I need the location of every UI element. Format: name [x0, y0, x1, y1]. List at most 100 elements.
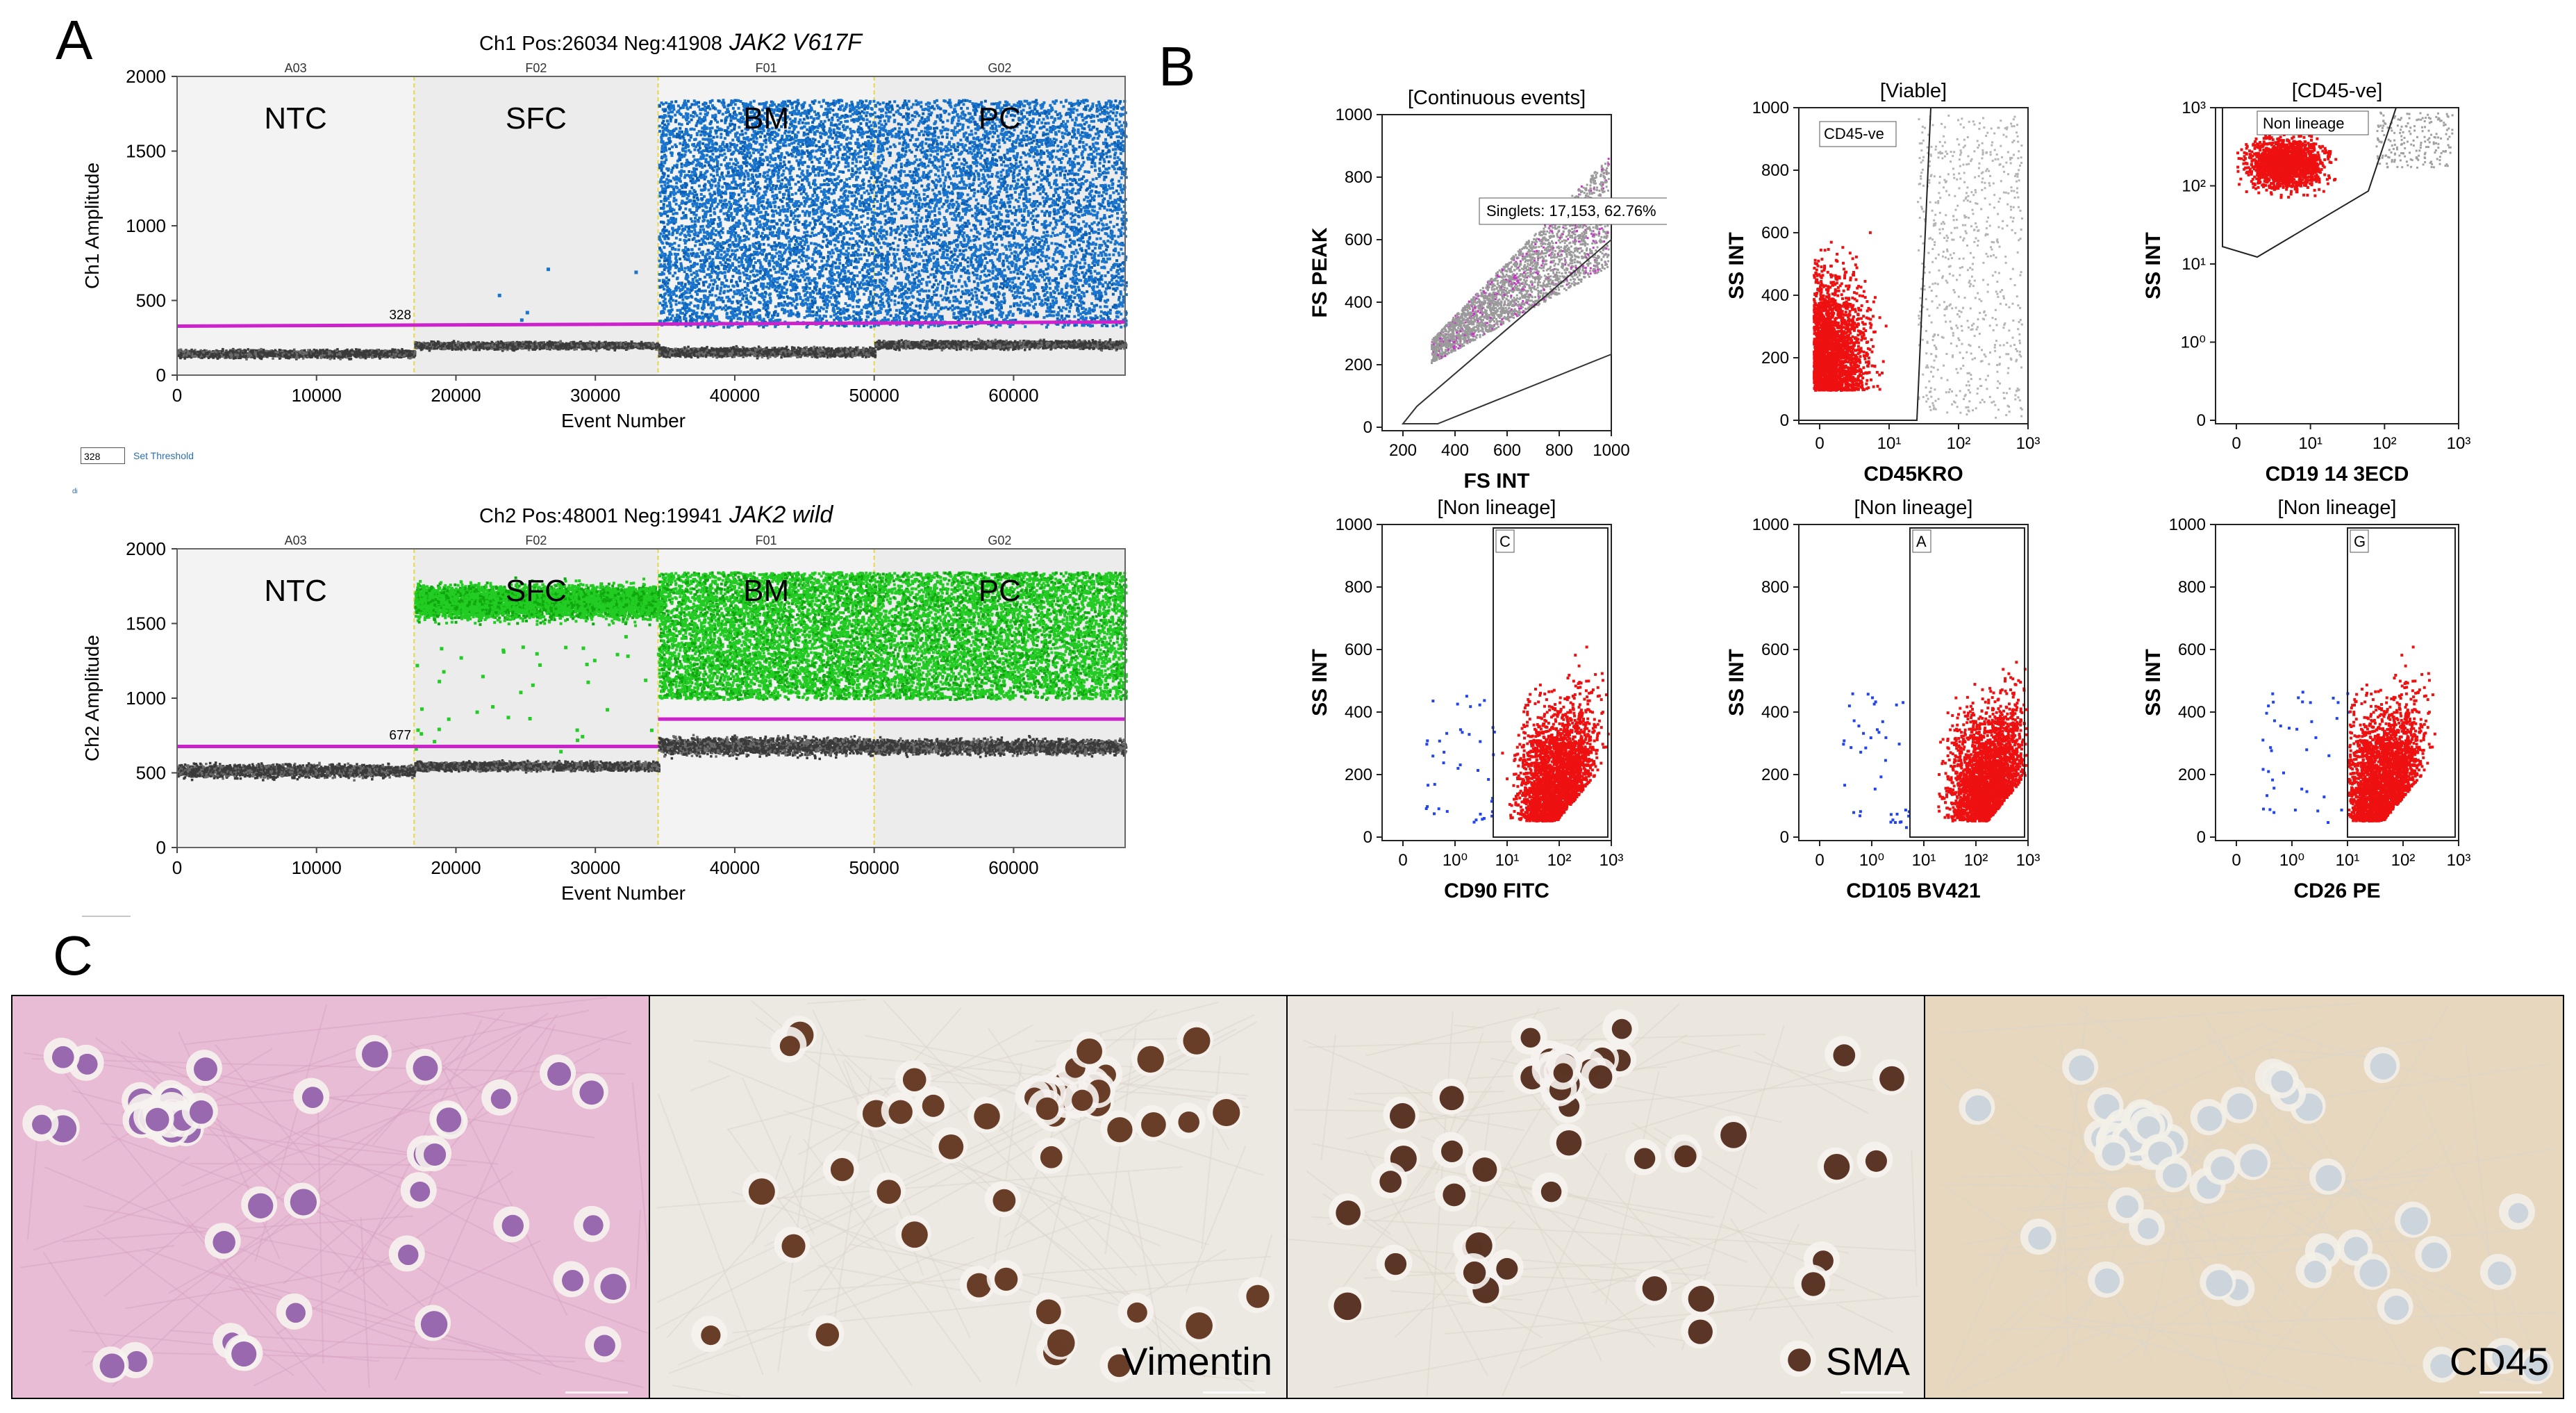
- sparse-positive-droplet: [498, 294, 501, 297]
- y-tick-label: 800: [1761, 578, 1789, 597]
- x-tick-label: 50000: [849, 857, 899, 878]
- y-tick-label: 10²: [2182, 177, 2206, 196]
- y-tick-label: 200: [1761, 349, 1789, 367]
- well-id-label: F01: [756, 61, 777, 75]
- scale-bar: [2479, 1391, 2542, 1394]
- x-tick-label: 10²: [1547, 851, 1572, 870]
- chart-title: JAK2 wild: [729, 502, 833, 528]
- scroll-indicator: [82, 916, 131, 917]
- x-tick-label: 600: [1493, 441, 1521, 460]
- sparse-positive-droplet: [616, 653, 620, 656]
- x-tick-label: 40000: [710, 857, 760, 878]
- sparse-positive-droplet: [529, 717, 532, 720]
- x-tick-label: 10²: [1947, 434, 1971, 453]
- well-name-label: BM: [743, 574, 789, 608]
- y-tick-label: 1000: [1336, 515, 1372, 534]
- gate-label: CD45-ve: [1824, 125, 1884, 142]
- x-tick-label: 10¹: [1877, 434, 1902, 453]
- y-tick-label: 2000: [126, 66, 166, 87]
- sparse-positive-droplet: [522, 645, 525, 649]
- x-axis-label: Event Number: [561, 882, 685, 904]
- x-axis-label: CD90 FITC: [1444, 879, 1549, 902]
- y-tick-label: 2000: [126, 538, 166, 559]
- y-tick-label: 400: [1345, 703, 1372, 722]
- y-tick-label: 400: [2178, 703, 2206, 722]
- x-tick-label: 10³: [2447, 434, 2471, 453]
- sparse-positive-droplet: [626, 654, 630, 658]
- stain-label-cd45: CD45: [2450, 1339, 2549, 1384]
- sparse-positive-droplet: [433, 740, 436, 743]
- plot-title: [Non lineage]: [1438, 497, 1556, 519]
- x-tick-label: 10⁰: [2279, 851, 2304, 870]
- x-axis-label: CD26 PE: [2293, 879, 2380, 902]
- x-tick-label: 10000: [292, 857, 342, 878]
- x-tick-label: 30000: [570, 385, 620, 406]
- y-tick-label: 0: [156, 365, 166, 386]
- sparse-positive-droplet: [491, 705, 495, 709]
- chart-title: JAK2 V617F: [729, 29, 863, 56]
- scale-bar: [1203, 1391, 1265, 1394]
- sparse-positive-droplet: [415, 664, 419, 668]
- sparse-positive-droplet: [657, 652, 660, 656]
- y-tick-label: 10⁰: [2181, 333, 2206, 352]
- x-tick-label: 60000: [988, 385, 1038, 406]
- x-tick-label: 10¹: [2336, 851, 2360, 870]
- y-tick-label: 0: [2197, 411, 2206, 430]
- histology-vimentin-image: Vimentin: [649, 995, 1288, 1399]
- x-tick-label: 10³: [2447, 851, 2471, 870]
- x-tick-label: 40000: [710, 385, 760, 406]
- threshold-input[interactable]: 328: [81, 447, 125, 464]
- y-tick-label: 0: [156, 837, 166, 858]
- y-tick-label: 600: [2178, 641, 2206, 659]
- histology-he-image: [11, 995, 650, 1399]
- x-axis-label: Event Number: [561, 410, 685, 431]
- sparse-positive-droplet: [624, 635, 628, 638]
- sparse-positive-droplet: [593, 659, 597, 662]
- well-name-label: PC: [979, 574, 1021, 608]
- x-tick-label: 0: [172, 857, 182, 878]
- gate-label: Singlets: 17,153, 62.76%: [1486, 202, 1656, 220]
- well-name-label: NTC: [264, 101, 326, 135]
- sparse-positive-droplet: [585, 663, 589, 666]
- x-tick-label: 10²: [2391, 851, 2416, 870]
- plot-title: [Viable]: [1880, 80, 1947, 102]
- histology-sma-image: SMA: [1286, 995, 1925, 1399]
- gate-label: A: [1916, 533, 1927, 550]
- y-tick-label: 500: [136, 763, 166, 784]
- well-id-label: G02: [988, 534, 1011, 547]
- x-tick-label: 400: [1441, 441, 1469, 460]
- x-tick-label: 1000: [1593, 441, 1629, 460]
- x-tick-label: 10²: [1964, 851, 1988, 870]
- sparse-positive-droplet: [586, 681, 590, 684]
- sparse-positive-droplet: [481, 675, 485, 678]
- well-name-label: SFC: [506, 101, 567, 135]
- y-tick-label: 1000: [1336, 106, 1372, 124]
- x-tick-label: 10³: [1599, 851, 1624, 870]
- y-tick-label: 200: [1761, 766, 1789, 784]
- y-axis-label: SS INT: [1725, 649, 1748, 716]
- flow-plot-continuous-events: [Continuous events]200 400 600 800 100002004…: [1278, 76, 1667, 493]
- y-tick-label: 200: [2178, 766, 2206, 784]
- sparse-positive-droplet: [559, 750, 563, 754]
- sparse-positive-droplet: [526, 311, 529, 315]
- y-tick-label: 800: [2178, 578, 2206, 597]
- x-tick-label: 0: [1815, 434, 1824, 453]
- threshold-value-label: 677: [389, 728, 411, 743]
- x-tick-label: 0: [172, 385, 182, 406]
- well-id-label: F02: [525, 61, 547, 75]
- y-axis-label: Ch1 Amplitude: [81, 163, 103, 289]
- x-tick-label: 10⁰: [1443, 851, 1468, 870]
- set-threshold-link[interactable]: Set Threshold: [133, 450, 194, 461]
- y-tick-label: 400: [1761, 286, 1789, 305]
- panel-label-c: C: [53, 924, 93, 988]
- x-tick-label: 10²: [2373, 434, 2397, 453]
- sparse-positive-droplet: [442, 670, 446, 674]
- threshold-value-label: 328: [389, 308, 411, 322]
- plot-title: [Continuous events]: [1408, 87, 1586, 109]
- sparse-positive-droplet: [520, 318, 524, 322]
- y-tick-label: 800: [1345, 168, 1372, 187]
- x-tick-label: 200: [1389, 441, 1417, 460]
- x-tick-label: 10³: [2016, 851, 2041, 870]
- sparse-positive-droplet: [576, 729, 579, 732]
